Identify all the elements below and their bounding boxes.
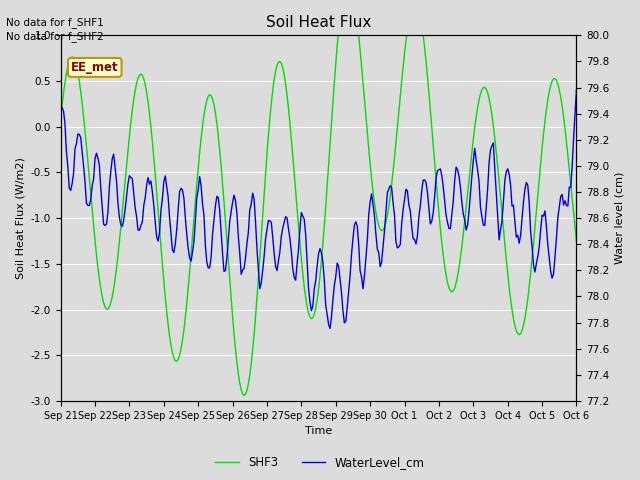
Legend: SHF3, WaterLevel_cm: SHF3, WaterLevel_cm: [211, 452, 429, 474]
Line: SHF3: SHF3: [61, 31, 577, 396]
SHF3: [153, 189, 161, 195]
SHF3: [513, 328, 520, 334]
Text: No data for f_SHF1: No data for f_SHF1: [6, 17, 104, 28]
WaterLevel_cm: [153, 234, 161, 240]
WaterLevel_cm: [381, 228, 388, 234]
SHF3: [71, 58, 79, 63]
Y-axis label: Soil Heat Flux (W/m2): Soil Heat Flux (W/m2): [15, 157, 25, 279]
Text: EE_met: EE_met: [71, 61, 118, 74]
WaterLevel_cm: [326, 325, 334, 331]
SHF3: [57, 115, 65, 121]
WaterLevel_cm: [511, 219, 518, 225]
Text: No data for f_SHF2: No data for f_SHF2: [6, 31, 104, 42]
Y-axis label: Water level (cm): Water level (cm): [615, 172, 625, 264]
SHF3: [335, 28, 342, 34]
WaterLevel_cm: [57, 106, 65, 112]
SHF3: [382, 219, 390, 225]
WaterLevel_cm: [369, 202, 377, 207]
SHF3: [371, 200, 378, 205]
Line: WaterLevel_cm: WaterLevel_cm: [61, 89, 577, 328]
WaterLevel_cm: [573, 86, 580, 92]
SHF3: [353, 28, 361, 34]
WaterLevel_cm: [71, 146, 79, 152]
SHF3: [573, 239, 580, 244]
WaterLevel_cm: [352, 219, 360, 225]
X-axis label: Time: Time: [305, 426, 332, 436]
Title: Soil Heat Flux: Soil Heat Flux: [266, 15, 371, 30]
SHF3: [240, 393, 248, 398]
